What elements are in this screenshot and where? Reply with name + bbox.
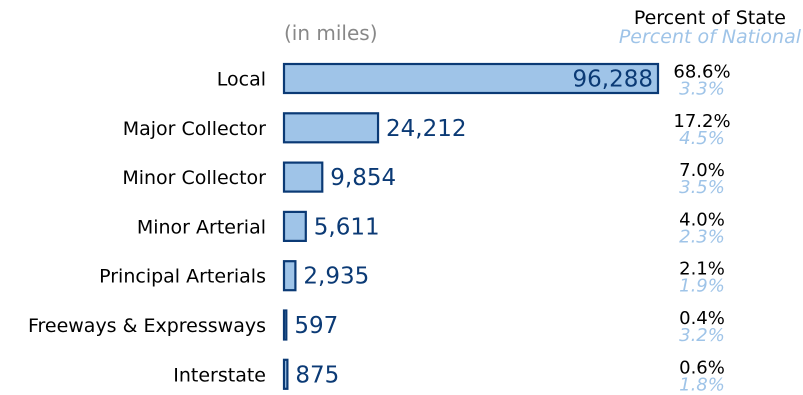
- bar: [282, 210, 307, 242]
- percent-of-national-label: 3.2%: [679, 325, 725, 346]
- value-label: 9,854: [330, 165, 396, 191]
- percent-of-national-label: 3.5%: [679, 177, 725, 198]
- percent-of-national-title: Percent of National: [619, 26, 802, 48]
- bar: [282, 161, 324, 193]
- category-label: Freeways & Expressways: [28, 315, 266, 337]
- value-label: 24,212: [386, 116, 466, 142]
- percent-of-national-label: 2.3%: [679, 226, 725, 247]
- value-label: 2,935: [303, 264, 369, 290]
- percent-of-state-label: 17.2%: [673, 111, 730, 132]
- bar: [282, 309, 288, 341]
- category-label: Major Collector: [123, 118, 266, 140]
- value-label: 5,611: [314, 214, 380, 240]
- percent-of-national-label: 1.9%: [679, 276, 725, 297]
- category-label: Principal Arterials: [99, 266, 266, 288]
- percent-of-state-label: 0.6%: [679, 357, 725, 378]
- bar-group: Local 96,288 68.6%3.3% Major Collector 24,21…: [28, 62, 731, 395]
- bar: [282, 260, 297, 292]
- category-label: Minor Collector: [122, 167, 266, 189]
- percent-of-national-label: 4.5%: [679, 128, 725, 149]
- category-label: Local: [217, 69, 266, 91]
- bar: [282, 62, 660, 95]
- value-label: 597: [294, 313, 338, 339]
- bar: [282, 358, 289, 390]
- percent-of-state-label: 4.0%: [679, 209, 725, 230]
- bar: [282, 112, 380, 144]
- percent-of-state-label: 7.0%: [679, 160, 725, 181]
- value-label: 96,288: [573, 67, 653, 93]
- unit-note: (in miles): [284, 21, 378, 45]
- percent-of-state-label: 68.6%: [673, 62, 730, 83]
- percent-of-state-title: Percent of State: [634, 7, 786, 29]
- value-label: 875: [295, 362, 339, 388]
- percent-of-national-label: 1.8%: [679, 374, 725, 395]
- percent-of-state-label: 2.1%: [679, 259, 725, 280]
- category-label: Interstate: [173, 364, 266, 386]
- category-label: Minor Arterial: [137, 216, 266, 238]
- percent-of-national-label: 3.3%: [679, 79, 725, 100]
- percent-of-state-label: 0.4%: [679, 308, 725, 329]
